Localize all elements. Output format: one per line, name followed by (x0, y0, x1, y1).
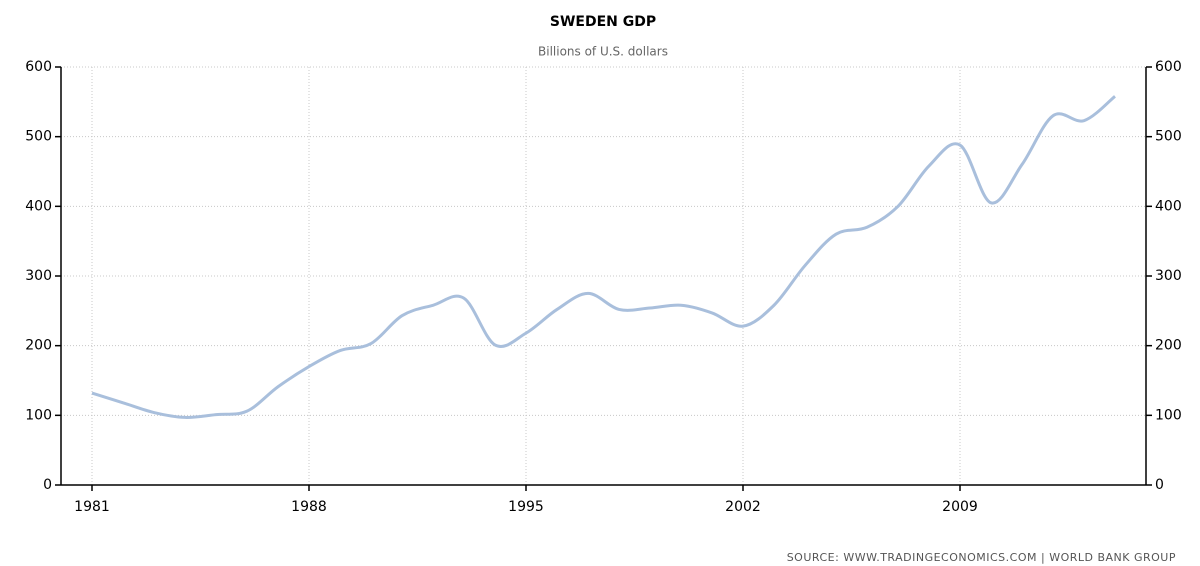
chart-subtitle: Billions of U.S. dollars (538, 45, 668, 59)
x-tick-label: 1995 (508, 499, 544, 515)
y-tick-label: 200 (25, 338, 52, 354)
x-tick-label: 1988 (291, 499, 327, 515)
y2-tick-label: 600 (1155, 59, 1182, 75)
source: SOURCE: WWW.TRADINGECONOMICS.COM | WORLD… (787, 551, 1176, 564)
y2-tick-label: 300 (1155, 268, 1182, 284)
y-tick-label: 100 (25, 407, 52, 423)
y2-tick-label: 100 (1155, 407, 1182, 423)
x-tick-label: 2002 (725, 499, 761, 515)
y-tick-label: 0 (43, 477, 52, 493)
y-tick-label: 400 (25, 198, 52, 214)
data-line (91, 95, 1116, 419)
y2-tick-label: 400 (1155, 198, 1182, 214)
x-tick-label: 1981 (74, 499, 110, 515)
y2-tick-label: 200 (1155, 338, 1182, 354)
y2-tick-label: 0 (1155, 477, 1164, 493)
y-tick-label: 600 (25, 59, 52, 75)
chart-title: SWEDEN GDP (550, 14, 656, 30)
y-tick-label: 500 (25, 129, 52, 145)
x-tick-label: 2009 (942, 499, 978, 515)
y2-tick-label: 500 (1155, 129, 1182, 145)
y-tick-label: 300 (25, 268, 52, 284)
